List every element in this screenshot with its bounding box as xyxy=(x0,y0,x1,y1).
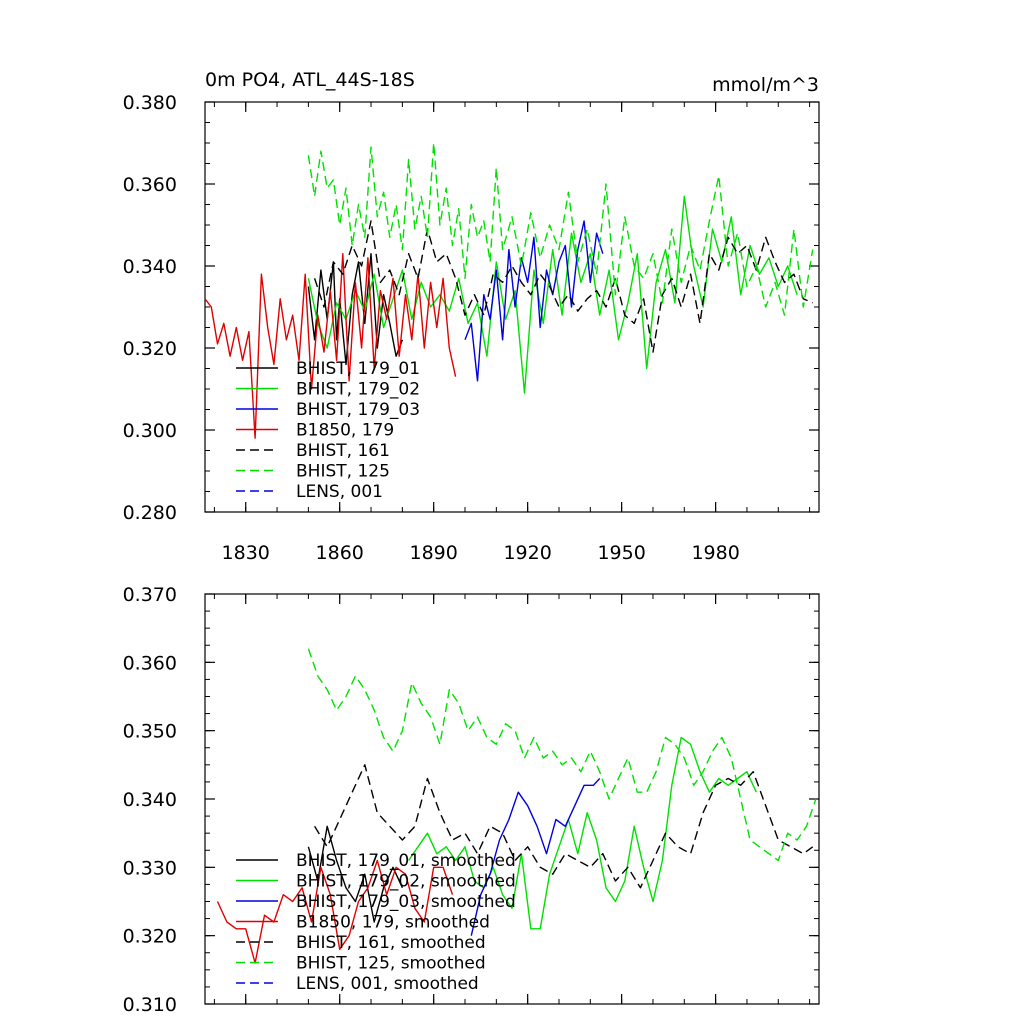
legend-label: LENS, 001 xyxy=(296,482,383,502)
y-tick-label: 0.360 xyxy=(123,174,177,196)
series-line-bhist-179-03-smoothed xyxy=(470,778,601,936)
bottom-panel: 0.310 0.320 0.330 0.340 0.350 0.360 0.370 BHIST… xyxy=(123,584,820,1016)
y-tick-label: 0.350 xyxy=(123,721,177,743)
x-tick-label: 1830 xyxy=(222,542,270,564)
y-tick-label: 0.320 xyxy=(123,338,177,360)
legend-label: BHIST, 179_03 xyxy=(296,400,420,420)
series-line-bhist-161-smoothed xyxy=(314,764,814,889)
x-tick-label: 1950 xyxy=(597,542,645,564)
chart-title: 0m PO4, ATL_44S-18S xyxy=(205,69,415,91)
legend-label: LENS, 001, smoothed xyxy=(296,974,479,994)
y-tick-label: 0.320 xyxy=(123,926,177,948)
legend-label: BHIST, 179_02 xyxy=(296,380,420,400)
legend-label: B1850, 179 xyxy=(296,421,394,441)
series-line-bhist-125 xyxy=(307,142,814,316)
y-tick-label: 0.340 xyxy=(123,256,177,278)
legend-label: B1850, 179, smoothed xyxy=(296,913,490,933)
y-tick-label: 0.330 xyxy=(123,857,177,879)
y-tick-label: 0.280 xyxy=(123,502,177,524)
legend-label: BHIST, 179_01, smoothed xyxy=(296,851,516,871)
series-line-bhist-179-01-smoothed xyxy=(307,825,404,923)
y-tick-label: 0.360 xyxy=(123,652,177,674)
y-tick-label: 0.340 xyxy=(123,789,177,811)
series-line-bhist-125-smoothed xyxy=(307,648,817,862)
series-line-b1850-179 xyxy=(204,252,457,439)
y-tick-label: 0.380 xyxy=(123,92,177,114)
series-line-bhist-179-02 xyxy=(307,195,798,394)
x-tick-label: 1980 xyxy=(691,542,739,564)
top-panel: 0.280 0.300 0.320 0.340 0.360 0.380 1830 1860 18… xyxy=(123,69,820,564)
legend-label: BHIST, 179_03, smoothed xyxy=(296,892,516,912)
x-tick-label: 1890 xyxy=(410,542,458,564)
series-line-bhist-179-02-smoothed xyxy=(408,736,757,930)
legend-label: BHIST, 125, smoothed xyxy=(296,954,486,974)
units-label: mmol/m^3 xyxy=(712,74,819,96)
y-tick-label: 0.370 xyxy=(123,584,177,606)
series-line-bhist-161 xyxy=(313,220,813,353)
legend-label: BHIST, 125 xyxy=(296,462,390,482)
series-line-bhist-179-03 xyxy=(464,220,604,382)
legend-label: BHIST, 179_02, smoothed xyxy=(296,872,516,892)
y-tick-label: 0.300 xyxy=(123,420,177,442)
legend-label: BHIST, 179_01 xyxy=(296,359,420,379)
y-tick-label: 0.310 xyxy=(123,994,177,1016)
legend-label: BHIST, 161 xyxy=(296,441,390,461)
legend-label: BHIST, 161, smoothed xyxy=(296,933,486,953)
x-tick-label: 1920 xyxy=(503,542,551,564)
series-line-b1850-179-smoothed xyxy=(216,859,454,964)
x-tick-label: 1860 xyxy=(316,542,364,564)
